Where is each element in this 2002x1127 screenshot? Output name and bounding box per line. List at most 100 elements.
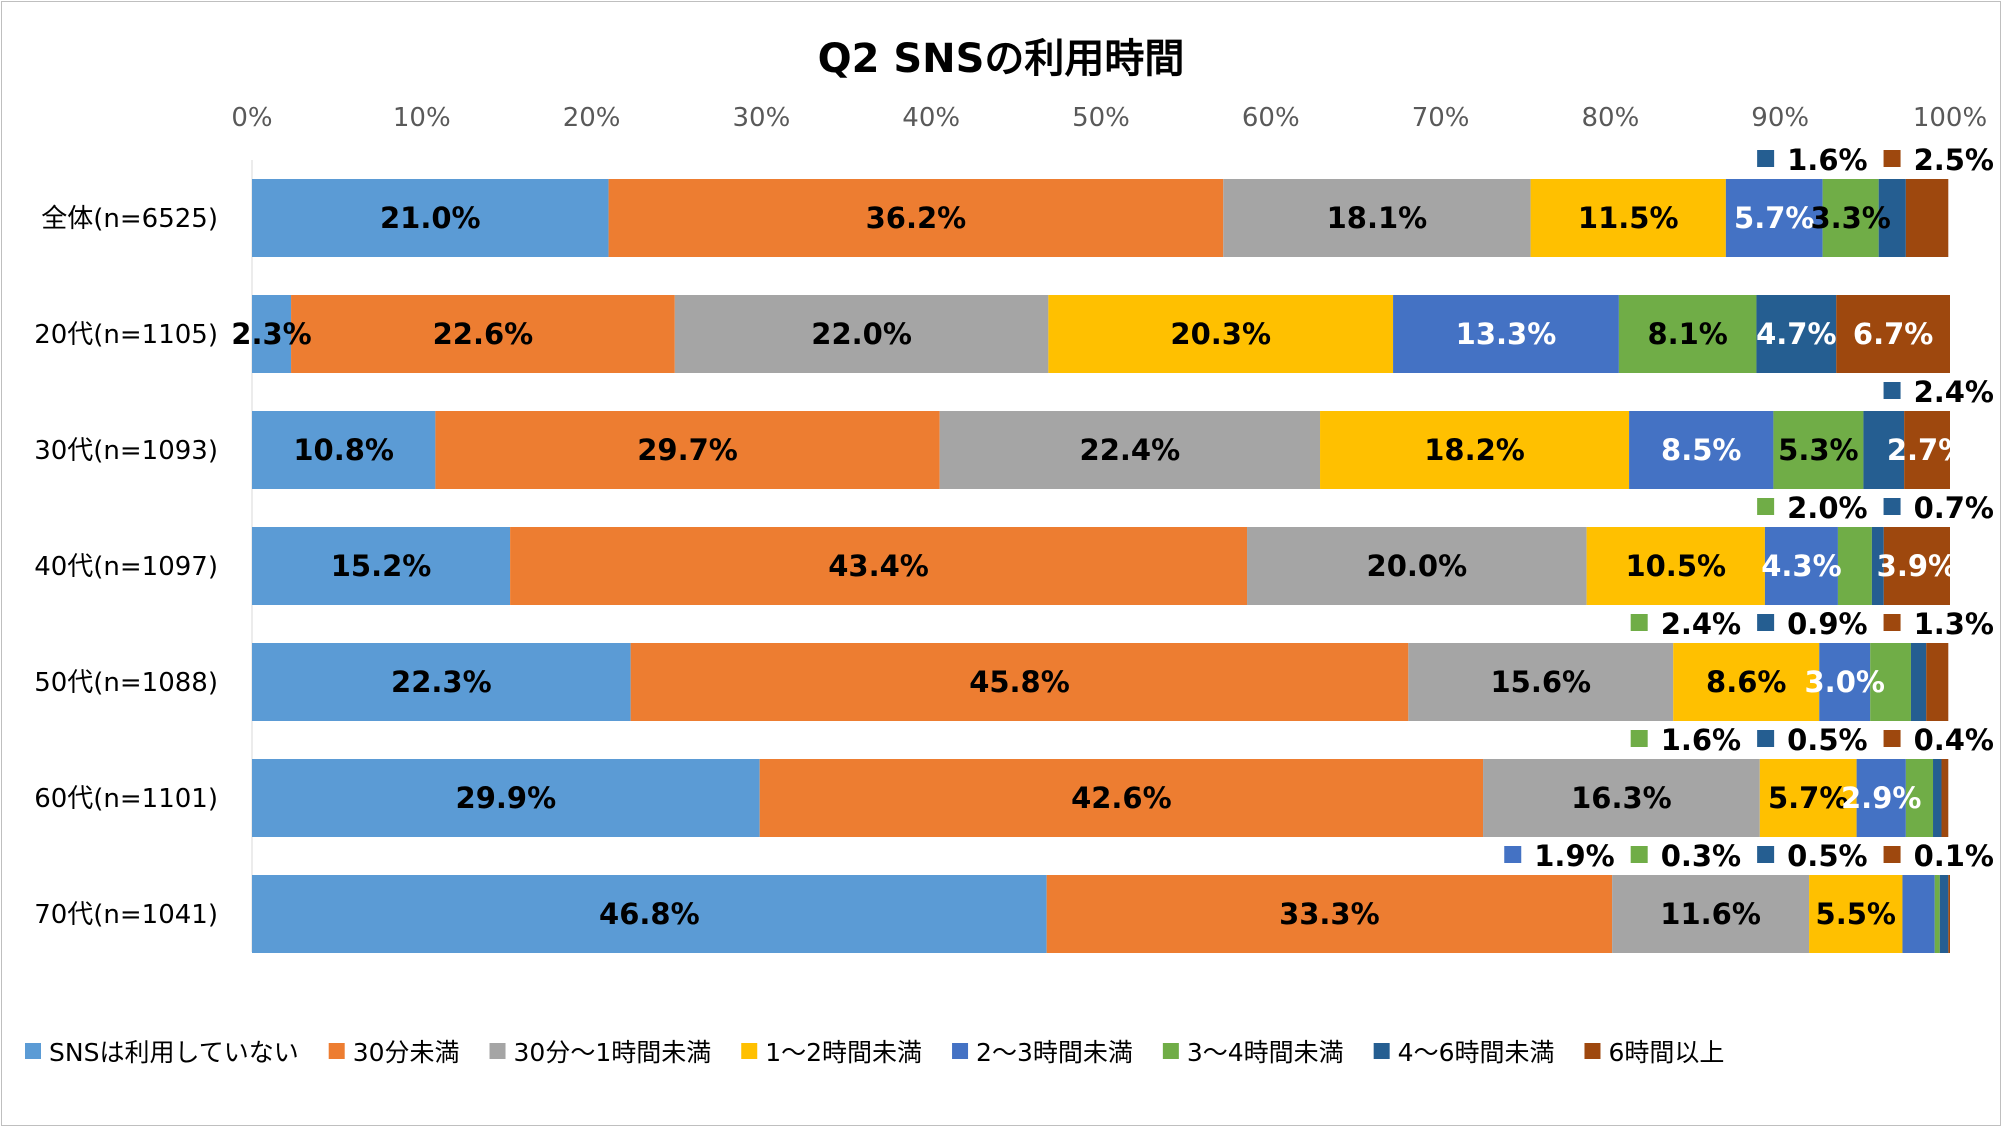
callout-key bbox=[1883, 614, 1901, 631]
bar-segment bbox=[1939, 875, 1949, 953]
data-label-callout: 0.5% bbox=[1787, 839, 1867, 873]
bar-segment bbox=[1904, 411, 1950, 489]
bar-segment bbox=[630, 643, 1409, 721]
data-label: 8.5% bbox=[1661, 433, 1741, 467]
legend-key bbox=[952, 1043, 969, 1059]
category-label: 全体(n=6525) bbox=[41, 204, 218, 234]
bar-segment bbox=[1223, 179, 1531, 257]
data-label: 22.3% bbox=[391, 665, 492, 699]
bar-segment bbox=[252, 527, 511, 605]
bar-segment bbox=[1883, 527, 1950, 605]
bar-segment bbox=[252, 643, 631, 721]
callout-key bbox=[1757, 846, 1775, 863]
legend-label: SNSは利用していない bbox=[49, 1038, 299, 1067]
legend: SNSは利用していない 30分未満 30分～1時間未満 1～2時間未満 2～3時間未満 3… bbox=[25, 1038, 1724, 1067]
legend-key bbox=[1162, 1043, 1179, 1059]
category-label: 40代(n=1097) bbox=[34, 552, 218, 582]
data-label: 2.9% bbox=[1841, 781, 1921, 815]
legend-key bbox=[25, 1043, 41, 1059]
legend-label: 1～2時間未満 bbox=[765, 1038, 922, 1067]
bar-segment bbox=[1586, 527, 1765, 605]
data-label: 18.1% bbox=[1327, 201, 1428, 235]
bar-segment bbox=[1905, 179, 1949, 257]
bar-segment bbox=[1926, 643, 1949, 721]
callout-key bbox=[1883, 846, 1901, 863]
data-label: 20.3% bbox=[1170, 317, 1271, 351]
data-label-callout: 0.9% bbox=[1787, 607, 1867, 641]
bar-segment bbox=[1905, 759, 1934, 837]
data-label: 4.3% bbox=[1761, 549, 1841, 583]
bar-segment bbox=[1048, 295, 1394, 373]
legend-label: 4～6時間未満 bbox=[1398, 1038, 1555, 1067]
category-label: 30代(n=1093) bbox=[34, 436, 218, 466]
data-label: 15.2% bbox=[331, 549, 432, 583]
data-label: 3.0% bbox=[1805, 665, 1885, 699]
bar-segment bbox=[1878, 179, 1906, 257]
data-label: 5.3% bbox=[1778, 433, 1858, 467]
bar-segment bbox=[674, 295, 1049, 373]
data-label: 33.3% bbox=[1279, 897, 1380, 931]
data-label: 22.4% bbox=[1080, 433, 1181, 467]
legend-label: 2～3時間未満 bbox=[976, 1038, 1133, 1067]
bar-segment bbox=[1933, 759, 1942, 837]
data-label: 45.8% bbox=[969, 665, 1070, 699]
x-tick-label: 100% bbox=[1913, 103, 1987, 133]
bar-segment bbox=[252, 411, 436, 489]
data-label-callout: 2.0% bbox=[1787, 491, 1867, 525]
x-tick-label: 20% bbox=[563, 103, 621, 133]
callout-key bbox=[1883, 498, 1901, 515]
bar-segment bbox=[1948, 875, 1950, 953]
data-label-callout: 0.4% bbox=[1914, 723, 1994, 757]
data-label: 29.9% bbox=[456, 781, 557, 815]
bar-segment bbox=[1941, 759, 1949, 837]
bar-segment bbox=[1612, 875, 1810, 953]
bar-segment bbox=[1046, 875, 1613, 953]
data-label: 8.1% bbox=[1647, 317, 1727, 351]
bar-segment bbox=[1530, 179, 1726, 257]
bar-segment bbox=[1764, 527, 1838, 605]
bar-segment bbox=[1320, 411, 1630, 489]
bar-segment bbox=[510, 527, 1248, 605]
legend-key bbox=[741, 1043, 758, 1059]
bar-segment bbox=[1822, 179, 1879, 257]
legend-label: 30分未満 bbox=[353, 1038, 460, 1067]
x-tick-label: 10% bbox=[393, 103, 451, 133]
bar-segment bbox=[291, 295, 675, 373]
bar-segment bbox=[1408, 643, 1674, 721]
data-label-callout: 0.3% bbox=[1661, 839, 1741, 873]
bar-segment bbox=[1934, 875, 1940, 953]
bar-segment bbox=[1902, 875, 1935, 953]
bar-segment bbox=[1863, 411, 1905, 489]
x-tick-label: 90% bbox=[1751, 103, 1809, 133]
bars bbox=[252, 179, 1950, 953]
bar-segment bbox=[1629, 411, 1774, 489]
data-label-callout: 0.7% bbox=[1914, 491, 1994, 525]
category-label: 60代(n=1101) bbox=[34, 784, 218, 814]
data-label: 15.6% bbox=[1490, 665, 1591, 699]
legend-label: 3～4時間未満 bbox=[1187, 1038, 1344, 1067]
legend-key bbox=[1584, 1043, 1601, 1059]
data-label: 10.5% bbox=[1625, 549, 1726, 583]
bar-segment bbox=[1910, 643, 1927, 721]
x-tick-label: 80% bbox=[1582, 103, 1640, 133]
bar-segment bbox=[1870, 643, 1911, 721]
bar-segment bbox=[1773, 411, 1864, 489]
bar-segment bbox=[1756, 295, 1837, 373]
callout-key bbox=[1757, 150, 1775, 167]
data-label: 22.6% bbox=[433, 317, 534, 351]
data-label-callout: 2.4% bbox=[1661, 607, 1741, 641]
legend-key bbox=[489, 1043, 506, 1059]
bar-segment bbox=[1856, 759, 1906, 837]
x-tick-label: 70% bbox=[1412, 103, 1470, 133]
bar-segment bbox=[1247, 527, 1587, 605]
bar-segment bbox=[1393, 295, 1619, 373]
callout-key bbox=[1883, 730, 1901, 747]
data-labels: 21.0% 36.2% 18.1% 11.5% 5.7%3.3%2.5%1.6%2.3%… bbox=[231, 143, 1994, 931]
bar-segment bbox=[252, 295, 292, 373]
data-label: 42.6% bbox=[1071, 781, 1172, 815]
x-tick-label: 60% bbox=[1242, 103, 1300, 133]
callout-key bbox=[1630, 614, 1648, 631]
data-label: 5.7% bbox=[1734, 201, 1814, 235]
data-label: 6.7% bbox=[1853, 317, 1933, 351]
